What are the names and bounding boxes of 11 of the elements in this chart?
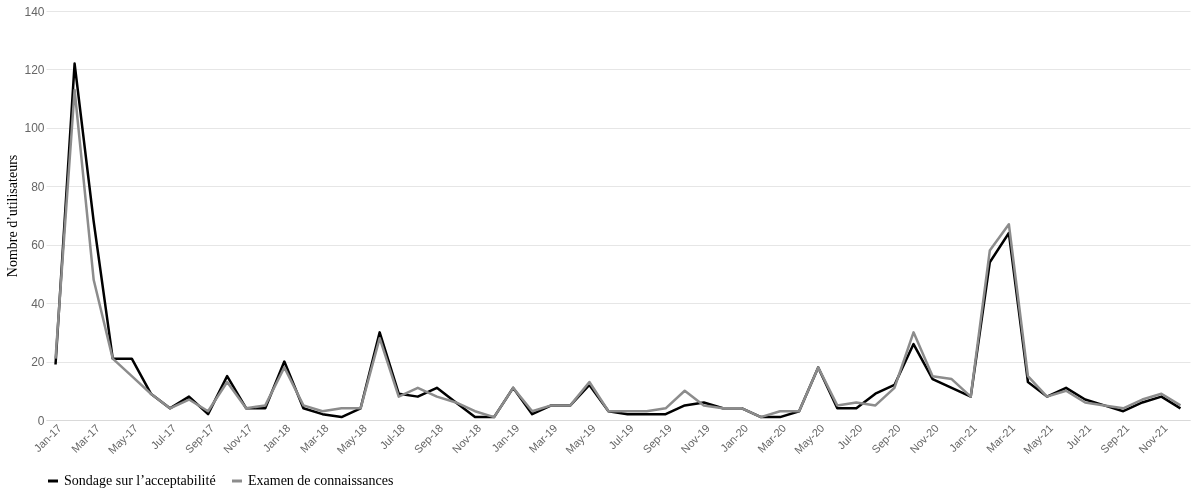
y-tick-label: 140 [24, 4, 45, 19]
y-tick-label: 80 [31, 179, 45, 194]
y-tick-label: 20 [31, 355, 45, 370]
y-tick-label: 40 [31, 296, 45, 311]
y-tick-label: 120 [24, 62, 45, 77]
legend-label: Sondage sur l’acceptabilité [64, 473, 216, 488]
y-tick-label: 0 [37, 413, 45, 428]
legend-label: Examen de connaissances [248, 473, 394, 488]
y-tick-label: 60 [31, 238, 45, 253]
y-tick-label: 100 [24, 121, 45, 136]
y-axis-title: Nombre d’utilisateurs [5, 154, 21, 278]
